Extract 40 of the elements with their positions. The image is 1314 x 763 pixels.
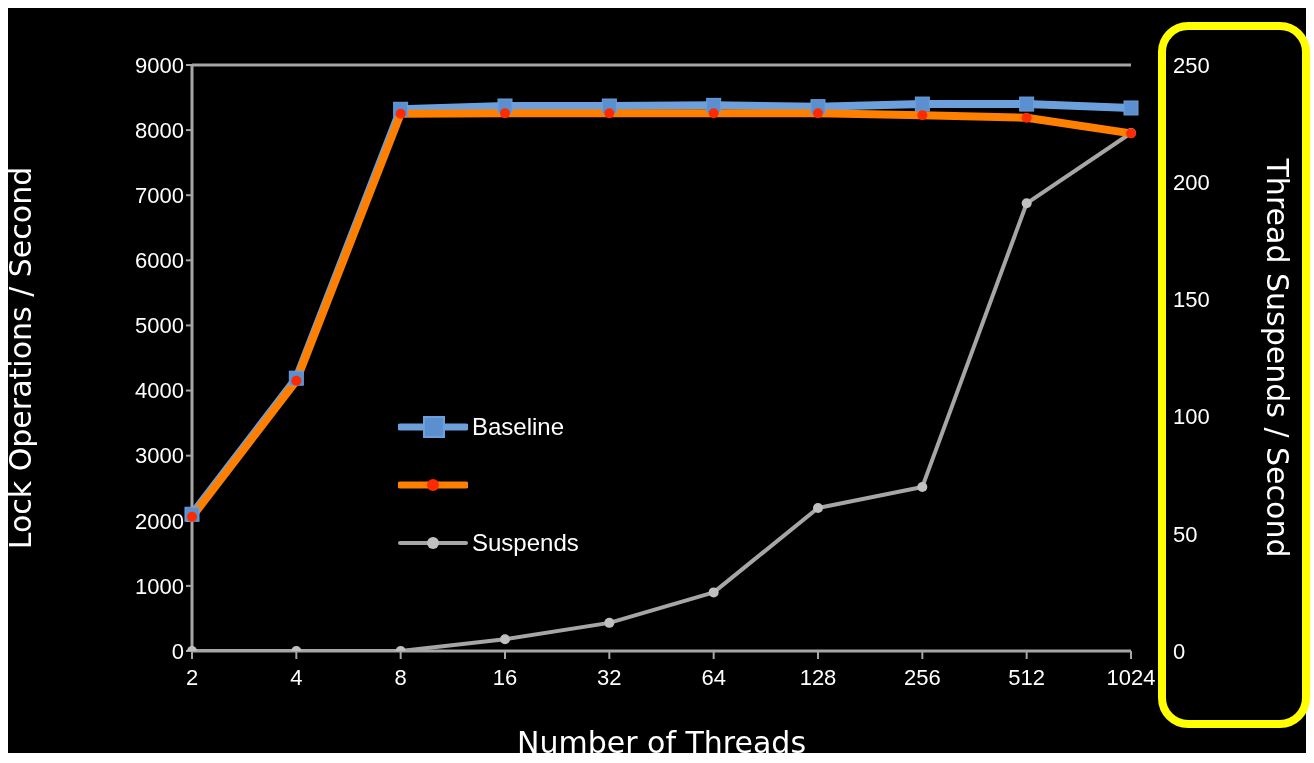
x-tick-label: 32 <box>597 664 622 690</box>
x-tick-label: 2 <box>185 664 199 690</box>
point <box>813 503 823 514</box>
x-tick-label: 256 <box>903 664 941 690</box>
y2-tick-label: 200 <box>1173 170 1210 196</box>
x-tick-label: 128 <box>799 664 837 690</box>
y2-tick-label: 250 <box>1173 52 1210 78</box>
y-tick-label: 5000 <box>135 313 184 339</box>
y-tick-label: 9000 <box>135 52 184 78</box>
legend-label: Baseline <box>472 413 565 441</box>
point <box>914 96 930 112</box>
point <box>1019 96 1035 112</box>
y2-tick-label: 0 <box>1173 638 1186 664</box>
point <box>1123 100 1139 116</box>
x-axis-title: Number of Threads <box>516 725 807 760</box>
x-tick-label: 16 <box>492 664 518 690</box>
point <box>500 634 510 645</box>
x-tick-label: 1024 <box>1106 664 1156 690</box>
y-tick-label: 7000 <box>135 183 184 209</box>
point <box>708 587 719 598</box>
x-tick-label: 64 <box>701 664 726 690</box>
y2-tick-label: 50 <box>1173 521 1198 547</box>
y2-axis-title: Thread Suspends / Second <box>1260 157 1296 558</box>
y2-tick-label: 100 <box>1173 404 1210 430</box>
y-tick-label: 4000 <box>135 378 184 404</box>
y-tick-label: 6000 <box>135 248 184 274</box>
y2-tick-label: 150 <box>1173 287 1210 313</box>
y-tick-label: 2000 <box>135 508 184 534</box>
y-tick-label: 1000 <box>135 573 184 599</box>
x-tick-label: 512 <box>1008 664 1046 690</box>
y-tick-label: 0 <box>171 638 184 664</box>
y-tick-label: 8000 <box>135 117 184 143</box>
x-tick-label: 4 <box>290 664 303 690</box>
point <box>1021 198 1032 209</box>
point <box>604 617 615 628</box>
legend-label: Suspends <box>472 529 579 557</box>
x-tick-label: 8 <box>394 664 407 690</box>
y-axis-title: Lock Operations / Second <box>2 166 38 550</box>
point <box>917 481 928 492</box>
y-tick-label: 3000 <box>135 443 184 469</box>
